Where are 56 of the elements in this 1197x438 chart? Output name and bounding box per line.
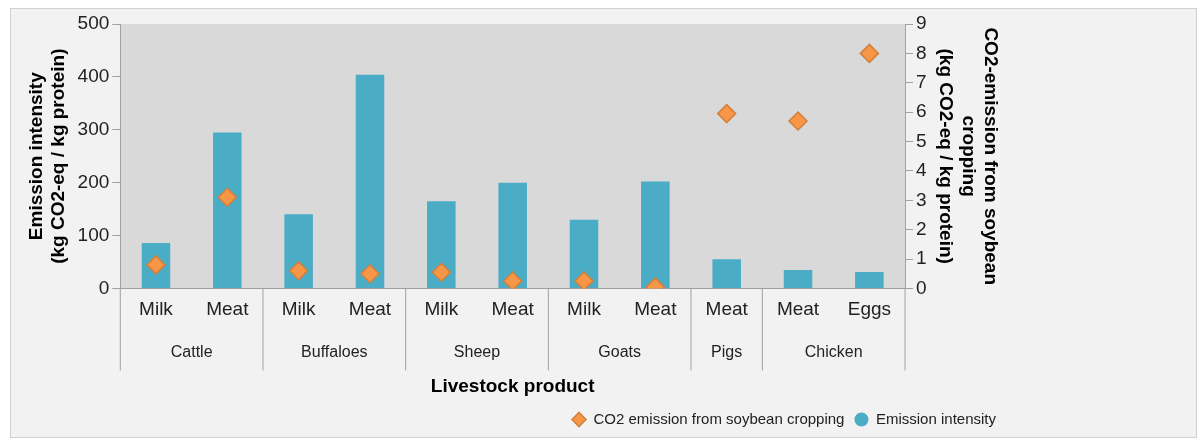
x-tick-label: Meat (491, 298, 535, 320)
point (288, 261, 309, 281)
y2-tick-label: 5 (916, 129, 927, 151)
x-tick-label: Milk (139, 298, 174, 320)
legend-label: Emission intensity (875, 409, 997, 427)
bar (213, 132, 242, 288)
point (574, 271, 594, 289)
x-tick-label: Eggs (847, 298, 892, 320)
y-tick-label: 300 (77, 117, 110, 139)
point (502, 271, 523, 289)
y2-tick-label: 8 (916, 41, 927, 63)
y2-tick-label: 0 (916, 276, 927, 298)
bar (783, 269, 813, 288)
point (859, 43, 880, 64)
text: Sheep (453, 342, 501, 360)
y2-tick-label: 2 (916, 217, 927, 239)
point (716, 103, 737, 124)
y2-tick-label: 6 (916, 100, 927, 122)
bar (498, 182, 527, 288)
point (360, 263, 380, 284)
y2-tick-label: 3 (916, 188, 927, 210)
y-axis-title: Emission intensity (kg CO2-eq / kg protein) (24, 48, 69, 264)
y-tick-label: 500 (77, 12, 110, 34)
x-tick-label: Meat (348, 298, 392, 320)
x-tick-label: Milk (424, 298, 459, 320)
bar (284, 214, 313, 288)
point (217, 187, 238, 208)
x-tick-label: Milk (281, 298, 317, 320)
y2-tick-label: 1 (916, 247, 927, 269)
y2-tick-label: 4 (916, 159, 928, 181)
bar (427, 201, 456, 288)
text: Buffaloes (301, 342, 368, 360)
x-tick-label: Milk (567, 298, 602, 320)
x-axis-title: Livestock product (430, 374, 596, 396)
point (431, 262, 452, 282)
y2-axis-title: CO2-emission from soybean cropping (kg CO2-eq / kg protein) (935, 27, 1003, 286)
y2-tick-label: 9 (916, 12, 927, 34)
bar (712, 259, 741, 288)
y-tick-label: 0 (98, 276, 110, 298)
y-tick-label: 100 (77, 223, 110, 245)
text: Pigs (711, 342, 743, 360)
bar (355, 74, 385, 288)
legend-label: CO2 emission from soybean cropping (593, 409, 845, 427)
x-tick-label: Meat (206, 298, 250, 320)
bar (855, 272, 884, 288)
x-tick-label: Meat (634, 298, 678, 320)
text: Chicken (804, 342, 863, 360)
text: Goats (598, 342, 642, 360)
bar (641, 181, 670, 288)
x-tick-label: Meat (776, 298, 820, 320)
point (788, 111, 808, 131)
y-tick-label: 200 (77, 170, 110, 192)
y2-tick-label: 7 (916, 70, 927, 92)
text: Cattle (170, 342, 213, 360)
x-tick-label: Meat (705, 298, 749, 320)
y-tick-label: 400 (77, 65, 110, 87)
